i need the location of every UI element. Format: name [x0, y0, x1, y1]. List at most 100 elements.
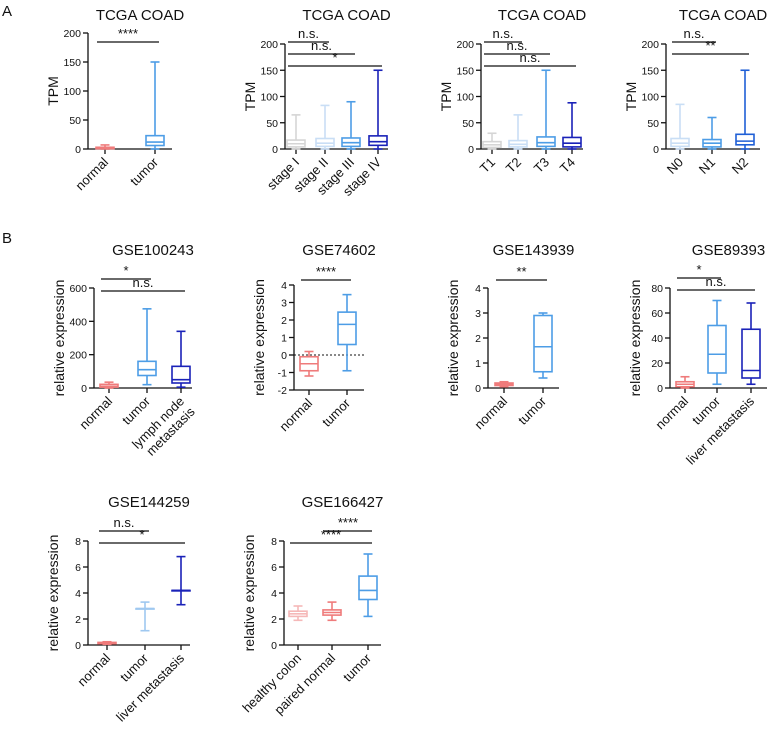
chart-3-category-label-2: T3: [531, 155, 552, 176]
chart-1-sig-label-0: ****: [118, 26, 138, 41]
chart-10-sig-label-1: ****: [321, 527, 341, 542]
chart-8-ytick-label-4: 80: [651, 283, 663, 295]
chart-1-ytick-label-1: 50: [69, 115, 81, 127]
chart-4-category-label-0: N0: [664, 155, 686, 177]
chart-3-sig-label-2: n.s.: [520, 50, 541, 65]
chart-3-category-label-0: T1: [477, 155, 498, 176]
chart-9-ytick-label-2: 4: [75, 588, 81, 600]
chart-4-sig-label-1: **: [705, 38, 715, 53]
chart-5-sig-label-1: n.s.: [133, 275, 154, 290]
chart-10-ylabel: relative expression: [241, 535, 257, 652]
chart-10-ytick-label-4: 8: [271, 536, 277, 548]
chart-4-ylabel: TPM: [623, 82, 639, 112]
chart-1-title: TCGA COAD: [96, 7, 185, 24]
chart-6-ytick-label-0: -2: [278, 385, 287, 397]
chart-6-ytick-label-2: 0: [281, 350, 287, 362]
chart-10-ytick-label-2: 4: [271, 588, 277, 600]
chart-6-ytick-label-3: 1: [281, 333, 287, 345]
chart-7-ylabel: relative expression: [445, 280, 461, 397]
chart-2-ylabel: TPM: [242, 82, 258, 112]
chart-4-ytick-label-2: 100: [641, 92, 659, 104]
chart-3-title: TCGA COAD: [498, 7, 587, 24]
chart-9-ylabel: relative expression: [45, 535, 61, 652]
chart-3-category-label-3: T4: [557, 155, 578, 176]
chart-6-box-1-iqr: [337, 311, 357, 346]
chart-8-sig-label-0: *: [696, 262, 701, 277]
chart-6-ytick-label-4: 2: [281, 315, 287, 327]
chart-3-sig-label-1: n.s.: [507, 38, 528, 53]
chart-2-ytick-label-2: 100: [260, 92, 278, 104]
chart-3-box-2-iqr: [536, 136, 556, 148]
chart-2-ytick-label-3: 150: [260, 65, 278, 77]
chart-2-sig-label-1: n.s.: [311, 38, 332, 53]
chart-3-ytick-label-3: 150: [456, 65, 474, 77]
chart-2-sig-label-0: n.s.: [298, 26, 319, 41]
chart-5-ytick-label-0: 0: [81, 383, 87, 395]
chart-8-sig-label-1: n.s.: [706, 274, 727, 289]
chart-4-sig-label-0: n.s.: [684, 26, 705, 41]
chart-10-category-label-2: tumor: [340, 650, 375, 685]
chart-8-box-1-iqr: [707, 324, 727, 374]
chart-9-ytick-label-0: 0: [75, 640, 81, 652]
chart-5-ytick-label-3: 600: [69, 283, 87, 295]
chart-7-ytick-label-3: 3: [475, 308, 481, 320]
chart-6-ytick-label-1: -1: [278, 368, 287, 380]
chart-8-ytick-label-2: 40: [651, 333, 663, 345]
chart-4-ytick-label-1: 50: [647, 118, 659, 130]
chart-3-box-3-iqr: [562, 136, 582, 148]
chart-2-sig-label-2: *: [332, 50, 337, 65]
chart-8-ytick-label-3: 60: [651, 308, 663, 320]
chart-9-sig-label-1: *: [139, 527, 144, 542]
chart-10-ytick-label-3: 6: [271, 562, 277, 574]
chart-5-category-label-0: normal: [76, 393, 115, 432]
chart-2-title: TCGA COAD: [302, 7, 391, 24]
chart-7-category-label-0: normal: [471, 393, 510, 432]
chart-1-ylabel: TPM: [45, 76, 61, 106]
chart-7-sig-label-0: **: [516, 264, 526, 279]
chart-5-box-1-iqr: [137, 360, 157, 377]
chart-7-ytick-label-4: 4: [475, 283, 481, 295]
chart-9-ytick-label-4: 8: [75, 536, 81, 548]
chart-3-ytick-label-0: 0: [468, 144, 474, 156]
chart-3-category-label-1: T2: [503, 155, 524, 176]
chart-8-ytick-label-0: 0: [657, 383, 663, 395]
chart-8-category-label-0: normal: [652, 393, 691, 432]
chart-8-ytick-label-1: 20: [651, 358, 663, 370]
chart-8-title: GSE89393: [692, 242, 765, 259]
chart-7-ytick-label-0: 0: [475, 383, 481, 395]
chart-5-ylabel: relative expression: [51, 280, 67, 397]
chart-1-ytick-label-2: 100: [63, 86, 81, 98]
chart-7-title: GSE143939: [493, 242, 575, 259]
chart-6-ylabel: relative expression: [251, 279, 267, 396]
chart-3-sig-label-0: n.s.: [493, 26, 514, 41]
chart-6-ytick-label-6: 4: [281, 280, 287, 292]
chart-1-ytick-label-3: 150: [63, 57, 81, 69]
chart-3-ytick-label-4: 200: [456, 39, 474, 51]
chart-2-ytick-label-1: 50: [266, 118, 278, 130]
chart-7-ytick-label-2: 2: [475, 333, 481, 345]
chart-8-box-2-iqr: [741, 328, 761, 379]
chart-7-ytick-label-1: 1: [475, 358, 481, 370]
chart-2-ytick-label-4: 200: [260, 39, 278, 51]
chart-4-title: TCGA COAD: [679, 7, 768, 24]
chart-4-category-label-1: N1: [696, 155, 718, 177]
chart-4-box-2-iqr: [735, 133, 755, 146]
chart-2-box-3-iqr: [368, 135, 388, 147]
panel-label-b: B: [2, 230, 12, 247]
chart-10-box-2-iqr: [358, 575, 378, 601]
chart-2-ytick-label-0: 0: [272, 144, 278, 156]
chart-8-ylabel: relative expression: [627, 280, 643, 397]
chart-9-category-label-0: normal: [74, 650, 113, 689]
chart-4-ytick-label-3: 150: [641, 65, 659, 77]
chart-9-ytick-label-1: 2: [75, 614, 81, 626]
chart-3-ylabel: TPM: [438, 82, 454, 112]
chart-4-ytick-label-4: 200: [641, 39, 659, 51]
chart-9-title: GSE144259: [108, 494, 190, 511]
chart-9-sig-label-0: n.s.: [114, 515, 135, 530]
chart-1-box-1-iqr: [145, 134, 165, 147]
chart-5-sig-label-0: *: [123, 263, 128, 278]
chart-7-box-1-iqr: [533, 314, 553, 373]
chart-6-sig-label-0: ****: [316, 264, 336, 279]
chart-3-ytick-label-2: 100: [456, 92, 474, 104]
chart-5-title: GSE100243: [112, 242, 194, 259]
